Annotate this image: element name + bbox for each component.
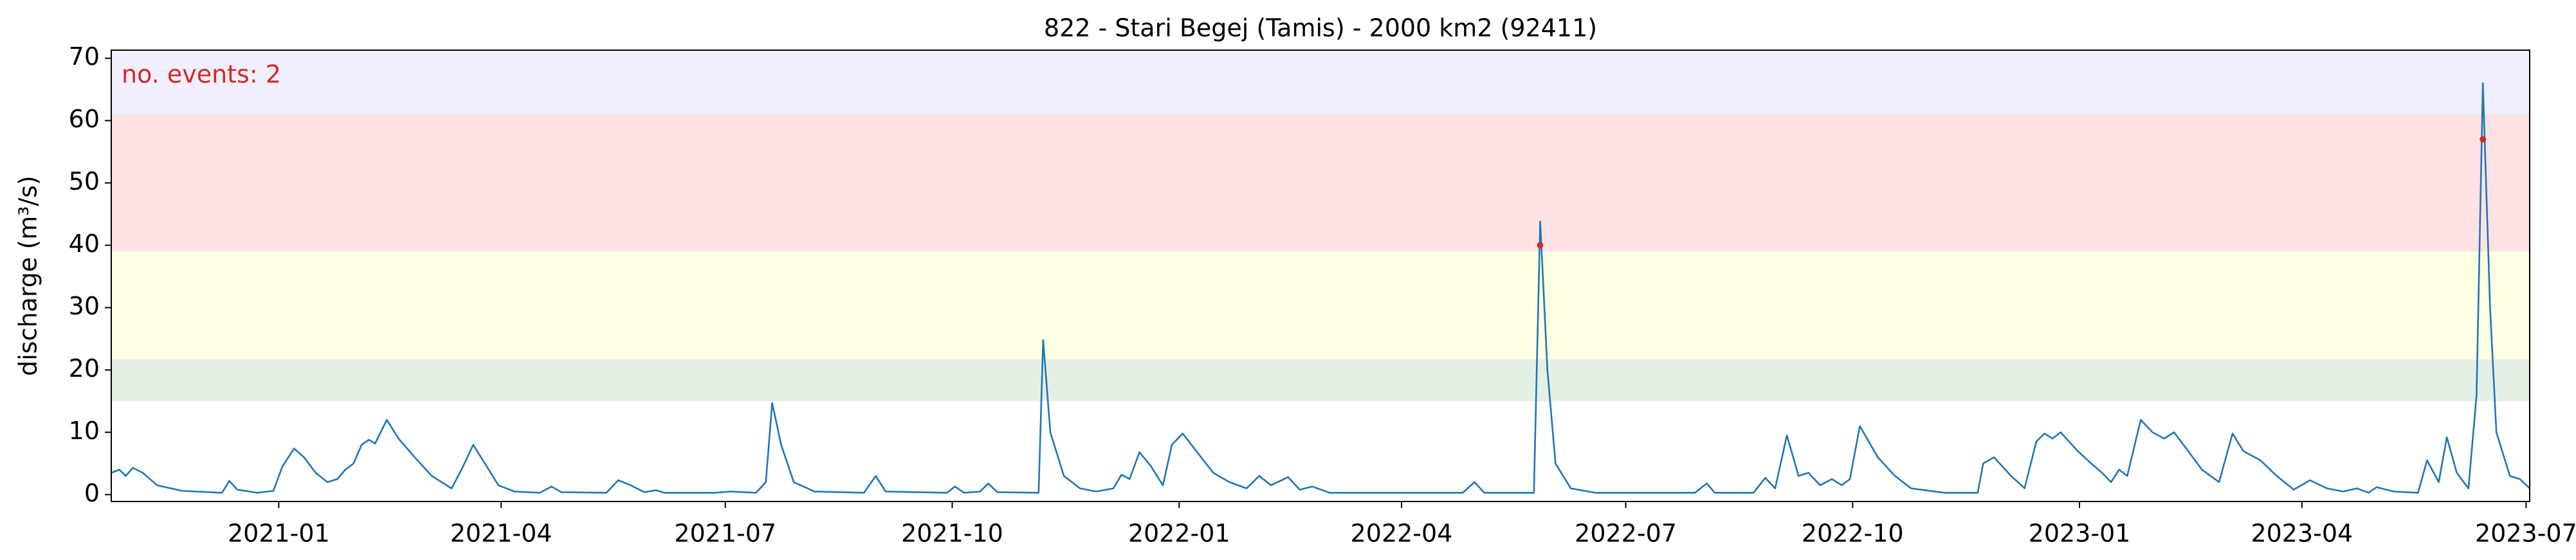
x-tick-label: 2022-10 <box>1802 519 1904 548</box>
x-tick-label: 2021-10 <box>901 519 1003 548</box>
events-annotation: no. events: 2 <box>122 60 281 89</box>
x-tick-label: 2021-04 <box>450 519 553 548</box>
y-tick-label: 10 <box>69 417 100 445</box>
threshold-band <box>111 359 2530 401</box>
plot-frame <box>111 50 2530 502</box>
x-tick-label: 2022-07 <box>1575 519 1677 548</box>
y-tick-label: 0 <box>84 479 100 507</box>
threshold-band <box>111 50 2530 114</box>
x-tick-label: 2023-01 <box>2029 519 2131 548</box>
y-tick-label: 20 <box>69 354 100 383</box>
y-tick-label: 60 <box>69 105 100 133</box>
y-tick-label: 40 <box>69 230 100 258</box>
y-tick-label: 70 <box>69 42 100 71</box>
event-marker <box>2480 136 2487 143</box>
y-axis-label: discharge (m³/s) <box>14 176 42 376</box>
x-tick-label: 2022-01 <box>1128 519 1230 548</box>
y-tick-label: 50 <box>69 167 100 195</box>
threshold-band <box>111 114 2530 252</box>
x-tick-label: 2021-01 <box>228 519 330 548</box>
x-tick-label: 2021-07 <box>674 519 776 548</box>
y-tick-label: 30 <box>69 292 100 320</box>
event-marker <box>1537 242 1544 249</box>
threshold-band <box>111 251 2530 359</box>
chart-title: 822 - Stari Begej (Tamis) - 2000 km2 (92… <box>1044 14 1597 42</box>
discharge-line <box>111 82 2530 494</box>
x-tick-label: 2023-04 <box>2251 519 2353 548</box>
x-tick-label: 2023-07 <box>2475 519 2576 548</box>
x-tick-label: 2022-04 <box>1351 519 1453 548</box>
